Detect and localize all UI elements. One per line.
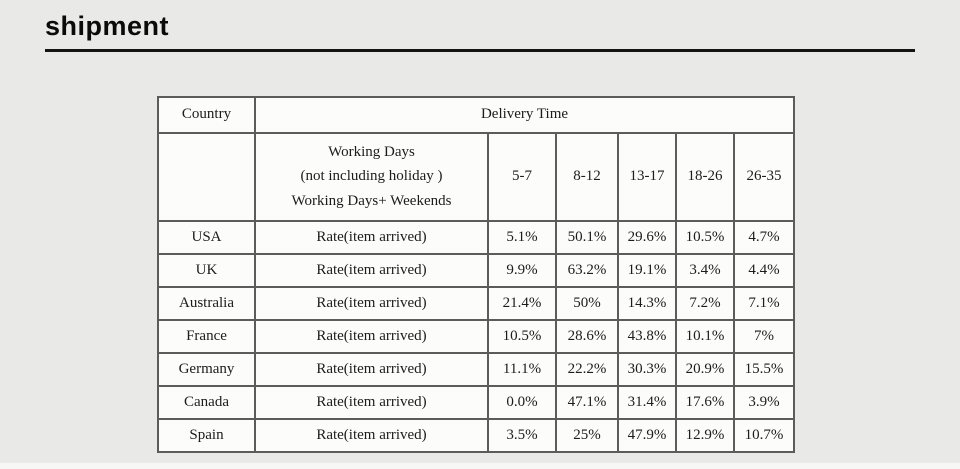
country-cell: Australia bbox=[157, 285, 256, 321]
rate-value-cell: 3.9% bbox=[733, 384, 795, 420]
rate-value-cell: 30.3% bbox=[617, 351, 677, 387]
working-days-header: Working Days (not including holiday ) Wo… bbox=[254, 131, 489, 222]
rate-value-cell: 0.0% bbox=[487, 384, 557, 420]
rate-label-cell: Rate(item arrived) bbox=[254, 285, 489, 321]
country-cell: France bbox=[157, 318, 256, 354]
rate-value-cell: 3.5% bbox=[487, 417, 557, 453]
rate-value-cell: 4.4% bbox=[733, 252, 795, 288]
day-range-header: 26-35 bbox=[733, 131, 795, 222]
rate-value-cell: 21.4% bbox=[487, 285, 557, 321]
rate-value-cell: 3.4% bbox=[675, 252, 735, 288]
table-row: UK Rate(item arrived) 9.9% 63.2% 19.1% 3… bbox=[157, 252, 795, 288]
rate-value-cell: 7.1% bbox=[733, 285, 795, 321]
rate-value-cell: 7% bbox=[733, 318, 795, 354]
working-days-line: (not including holiday ) bbox=[300, 168, 443, 185]
rate-value-cell: 14.3% bbox=[617, 285, 677, 321]
table-row: Australia Rate(item arrived) 21.4% 50% 1… bbox=[157, 285, 795, 321]
rate-label-cell: Rate(item arrived) bbox=[254, 318, 489, 354]
rate-value-cell: 47.9% bbox=[617, 417, 677, 453]
rate-value-cell: 43.8% bbox=[617, 318, 677, 354]
rate-value-cell: 50% bbox=[555, 285, 619, 321]
rate-value-cell: 19.1% bbox=[617, 252, 677, 288]
rate-value-cell: 17.6% bbox=[675, 384, 735, 420]
rate-label-cell: Rate(item arrived) bbox=[254, 417, 489, 453]
rate-value-cell: 11.1% bbox=[487, 351, 557, 387]
rate-value-cell: 10.1% bbox=[675, 318, 735, 354]
rate-value-cell: 47.1% bbox=[555, 384, 619, 420]
rate-value-cell: 25% bbox=[555, 417, 619, 453]
rate-value-cell: 9.9% bbox=[487, 252, 557, 288]
rate-value-cell: 10.5% bbox=[487, 318, 557, 354]
rate-value-cell: 20.9% bbox=[675, 351, 735, 387]
header-row-day-ranges: Working Days (not including holiday ) Wo… bbox=[157, 131, 795, 222]
day-range-header: 8-12 bbox=[555, 131, 619, 222]
working-days-line: Working Days+ Weekends bbox=[291, 193, 452, 210]
empty-corner-cell bbox=[157, 131, 256, 222]
country-cell: Spain bbox=[157, 417, 256, 453]
rate-value-cell: 4.7% bbox=[733, 219, 795, 255]
rate-value-cell: 5.1% bbox=[487, 219, 557, 255]
country-cell: UK bbox=[157, 252, 256, 288]
rate-label-cell: Rate(item arrived) bbox=[254, 252, 489, 288]
rate-value-cell: 10.7% bbox=[733, 417, 795, 453]
rate-label-cell: Rate(item arrived) bbox=[254, 384, 489, 420]
title-divider bbox=[45, 48, 915, 52]
rate-value-cell: 50.1% bbox=[555, 219, 619, 255]
rate-label-cell: Rate(item arrived) bbox=[254, 219, 489, 255]
rate-value-cell: 28.6% bbox=[555, 318, 619, 354]
rate-value-cell: 7.2% bbox=[675, 285, 735, 321]
delivery-time-header: Delivery Time bbox=[254, 95, 795, 134]
shipment-table-container: Country Delivery Time Working Days (not … bbox=[157, 95, 960, 453]
rate-value-cell: 31.4% bbox=[617, 384, 677, 420]
country-cell: Germany bbox=[157, 351, 256, 387]
rate-value-cell: 12.9% bbox=[675, 417, 735, 453]
day-range-header: 18-26 bbox=[675, 131, 735, 222]
table-row: Canada Rate(item arrived) 0.0% 47.1% 31.… bbox=[157, 384, 795, 420]
rate-value-cell: 15.5% bbox=[733, 351, 795, 387]
country-column-header: Country bbox=[157, 95, 256, 134]
country-cell: USA bbox=[157, 219, 256, 255]
country-cell: Canada bbox=[157, 384, 256, 420]
rate-value-cell: 22.2% bbox=[555, 351, 619, 387]
table-row: USA Rate(item arrived) 5.1% 50.1% 29.6% … bbox=[157, 219, 795, 255]
rate-value-cell: 10.5% bbox=[675, 219, 735, 255]
table-row: Spain Rate(item arrived) 3.5% 25% 47.9% … bbox=[157, 417, 795, 453]
header-row-delivery: Country Delivery Time bbox=[157, 95, 795, 134]
shipment-table: Country Delivery Time Working Days (not … bbox=[157, 95, 795, 453]
rate-label-cell: Rate(item arrived) bbox=[254, 351, 489, 387]
page-title: shipment bbox=[45, 11, 170, 41]
bottom-edge-strip bbox=[0, 463, 960, 469]
day-range-header: 5-7 bbox=[487, 131, 557, 222]
rate-value-cell: 29.6% bbox=[617, 219, 677, 255]
rate-value-cell: 63.2% bbox=[555, 252, 619, 288]
day-range-header: 13-17 bbox=[617, 131, 677, 222]
working-days-line: Working Days bbox=[328, 143, 415, 160]
table-row: France Rate(item arrived) 10.5% 28.6% 43… bbox=[157, 318, 795, 354]
table-row: Germany Rate(item arrived) 11.1% 22.2% 3… bbox=[157, 351, 795, 387]
